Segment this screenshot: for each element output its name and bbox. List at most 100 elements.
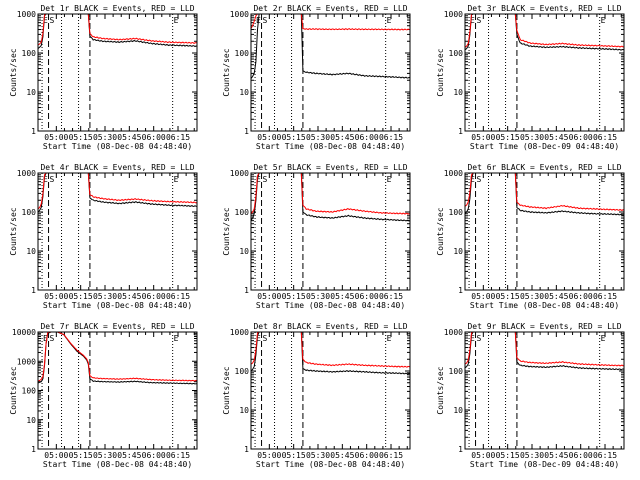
plot-frame bbox=[464, 172, 625, 291]
y-tick-label: 1000 bbox=[444, 10, 463, 19]
chart-title: Det 8r BLACK = Events, RED = LLD bbox=[253, 322, 407, 331]
y-tick-label: 1000 bbox=[444, 328, 463, 337]
x-axis-label: Start Time (08-Dec-08 04:48:40) bbox=[43, 142, 192, 151]
event-marker-label: S bbox=[50, 16, 55, 25]
x-tick-label: 06:15 bbox=[166, 292, 190, 301]
series-line bbox=[251, 332, 410, 375]
x-tick-label: 05:45 bbox=[117, 292, 141, 301]
y-axis-label: Counts/sec bbox=[9, 207, 18, 255]
x-tick-label: 05:00 bbox=[257, 292, 281, 301]
chart-panel: Det 2r BLACK = Events, RED = LLD 1 10 100 10… bbox=[222, 4, 411, 151]
chart-title: Det 9r BLACK = Events, RED = LLD bbox=[467, 322, 621, 331]
chart-title: Det 7r BLACK = Events, RED = LLD bbox=[40, 322, 194, 331]
x-tick-label: 06:15 bbox=[379, 451, 403, 460]
plot-frame bbox=[250, 172, 411, 291]
series-group bbox=[38, 14, 197, 49]
series-line bbox=[38, 14, 197, 46]
chart-title: Det 3r BLACK = Events, RED = LLD bbox=[467, 4, 621, 13]
y-tick-label: 1 bbox=[31, 127, 36, 136]
x-tick-label: 05:00 bbox=[257, 133, 281, 142]
y-tick-label: 100 bbox=[22, 387, 37, 396]
series-group bbox=[465, 14, 624, 51]
x-tick-label: 06:15 bbox=[379, 292, 403, 301]
x-tick-label: 05:15 bbox=[496, 133, 520, 142]
x-axis-label: Start Time (08-Dec-08 04:48:40) bbox=[256, 142, 405, 151]
chart-title: Det 1r BLACK = Events, RED = LLD bbox=[40, 4, 194, 13]
event-marker-label: E bbox=[43, 16, 48, 25]
x-axis-label: Start Time (08-Dec-09 04:48:40) bbox=[470, 460, 619, 469]
x-axis-label: Start Time (08-Dec-08 04:48:40) bbox=[470, 301, 619, 310]
y-tick-label: 10 bbox=[26, 247, 36, 256]
x-tick-label: 06:00 bbox=[569, 133, 593, 142]
series-line bbox=[251, 332, 410, 368]
x-tick-label: 05:00 bbox=[471, 292, 495, 301]
x-tick-label: 06:00 bbox=[142, 133, 166, 142]
y-tick-label: 1 bbox=[244, 286, 249, 295]
x-tick-label: 05:00 bbox=[44, 451, 68, 460]
y-tick-label: 10 bbox=[26, 416, 36, 425]
series-group bbox=[38, 332, 197, 385]
x-tick-label: 05:00 bbox=[471, 451, 495, 460]
x-tick-label: 05:30 bbox=[520, 133, 544, 142]
x-tick-label: 05:15 bbox=[69, 292, 93, 301]
y-tick-label: 100 bbox=[235, 367, 250, 376]
x-axis-label: Start Time (08-Dec-09 04:48:40) bbox=[470, 142, 619, 151]
x-tick-label: 05:45 bbox=[117, 133, 141, 142]
event-marker-label: E bbox=[174, 334, 179, 343]
plot-frame bbox=[37, 331, 198, 450]
x-tick-label: 05:15 bbox=[496, 451, 520, 460]
chart-title: Det 2r BLACK = Events, RED = LLD bbox=[253, 4, 407, 13]
y-axis-label: Counts/sec bbox=[436, 366, 445, 414]
y-tick-label: 10 bbox=[239, 247, 249, 256]
y-tick-label: 1 bbox=[31, 286, 36, 295]
x-tick-label: 06:00 bbox=[355, 292, 379, 301]
event-marker-label: S bbox=[477, 16, 482, 25]
y-axis-label: Counts/sec bbox=[9, 48, 18, 96]
y-tick-label: 10000 bbox=[12, 328, 36, 337]
x-tick-label: 05:45 bbox=[544, 292, 568, 301]
x-tick-label: 05:45 bbox=[330, 292, 354, 301]
series-line bbox=[465, 332, 624, 371]
chart-panel: Det 6r BLACK = Events, RED = LLD 1 10 100 10… bbox=[436, 163, 625, 310]
x-tick-label: 05:30 bbox=[520, 451, 544, 460]
x-tick-label: 05:15 bbox=[282, 133, 306, 142]
series-line bbox=[251, 173, 410, 222]
x-tick-label: 06:00 bbox=[142, 451, 166, 460]
plot-frame bbox=[37, 13, 198, 132]
event-marker-label: S bbox=[263, 16, 268, 25]
x-tick-label: 05:45 bbox=[544, 133, 568, 142]
chart-panel: Det 3r BLACK = Events, RED = LLD 1 10 100 10… bbox=[436, 4, 625, 151]
event-marker-label: E bbox=[470, 334, 475, 343]
series-line bbox=[38, 14, 197, 49]
series-group bbox=[251, 173, 410, 222]
event-marker-label: E bbox=[470, 16, 475, 25]
event-marker-label: E bbox=[174, 175, 179, 184]
x-tick-label: 05:15 bbox=[69, 133, 93, 142]
event-marker-label: E bbox=[256, 334, 261, 343]
y-tick-label: 100 bbox=[449, 208, 464, 217]
series-line bbox=[465, 173, 624, 216]
x-tick-label: 05:30 bbox=[306, 133, 330, 142]
event-marker-label: E bbox=[387, 334, 392, 343]
x-tick-label: 05:45 bbox=[330, 451, 354, 460]
series-group bbox=[38, 173, 197, 213]
y-tick-label: 100 bbox=[449, 367, 464, 376]
event-marker-label: E bbox=[387, 16, 392, 25]
x-tick-label: 06:15 bbox=[166, 451, 190, 460]
x-tick-label: 05:15 bbox=[282, 292, 306, 301]
y-tick-label: 1000 bbox=[230, 328, 249, 337]
y-tick-label: 100 bbox=[22, 49, 37, 58]
x-axis-label: Start Time (08-Dec-08 04:48:40) bbox=[256, 301, 405, 310]
y-tick-label: 1 bbox=[458, 127, 463, 136]
series-line bbox=[465, 173, 624, 211]
y-tick-label: 1000 bbox=[230, 10, 249, 19]
chart-panel: Det 5r BLACK = Events, RED = LLD 1 10 100 10… bbox=[222, 163, 411, 310]
y-axis-label: Counts/sec bbox=[436, 48, 445, 96]
y-tick-label: 10 bbox=[453, 88, 463, 97]
series-line bbox=[251, 173, 410, 215]
y-axis-label: Counts/sec bbox=[222, 366, 231, 414]
series-group bbox=[465, 173, 624, 216]
chart-panel: Det 1r BLACK = Events, RED = LLD 1 10 100 10… bbox=[9, 4, 198, 151]
